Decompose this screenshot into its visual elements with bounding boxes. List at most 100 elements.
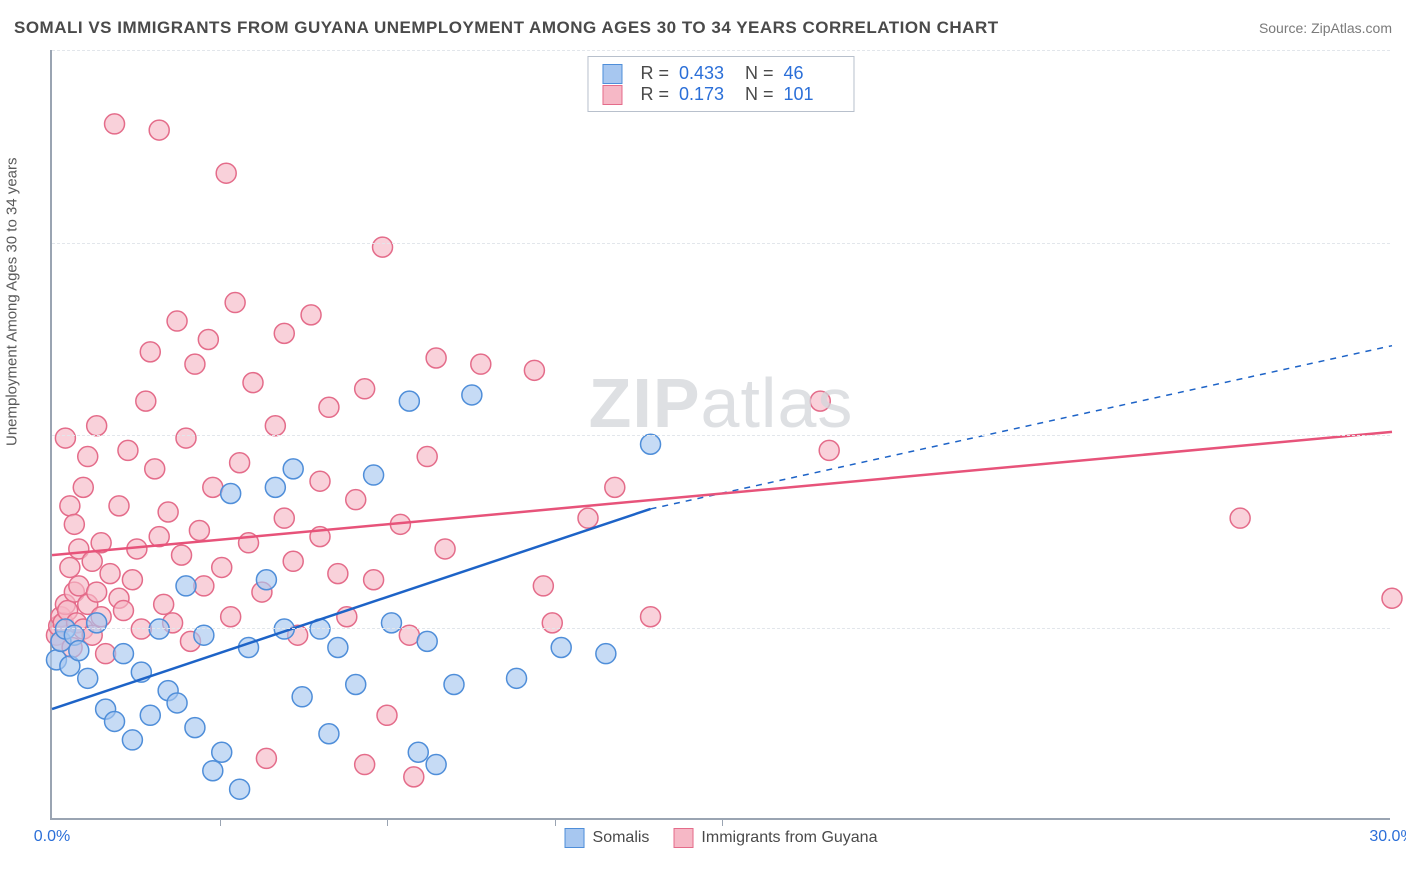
- scatter-point: [328, 638, 348, 658]
- scatter-point: [319, 724, 339, 744]
- scatter-point: [542, 613, 562, 633]
- scatter-point: [377, 705, 397, 725]
- scatter-point: [82, 551, 102, 571]
- scatter-point: [373, 237, 393, 257]
- scatter-point: [399, 391, 419, 411]
- legend-series-label: Somalis: [593, 829, 650, 846]
- scatter-point: [78, 447, 98, 467]
- scatter-point: [194, 576, 214, 596]
- scatter-point: [641, 607, 661, 627]
- scatter-point: [55, 428, 75, 448]
- scatter-point: [212, 742, 232, 762]
- scatter-point: [256, 748, 276, 768]
- legend-item: Immigrants from Guyana: [673, 828, 877, 848]
- legend-row: R =0.173N =101: [602, 84, 839, 105]
- scatter-point: [78, 668, 98, 688]
- scatter-point: [578, 508, 598, 528]
- scatter-point: [310, 471, 330, 491]
- x-minor-tick: [220, 818, 221, 826]
- x-minor-tick: [387, 818, 388, 826]
- scatter-point: [60, 496, 80, 516]
- x-tick-label: 0.0%: [34, 828, 70, 846]
- scatter-point: [212, 557, 232, 577]
- gridline: [52, 628, 1390, 629]
- scatter-point: [819, 440, 839, 460]
- scatter-point: [96, 644, 116, 664]
- y-tick-label: 25.0%: [1400, 41, 1406, 59]
- scatter-point: [328, 564, 348, 584]
- scatter-point: [109, 496, 129, 516]
- chart-title: SOMALI VS IMMIGRANTS FROM GUYANA UNEMPLO…: [14, 18, 999, 38]
- scatter-point: [158, 502, 178, 522]
- scatter-point: [149, 120, 169, 140]
- legend-swatch: [602, 64, 622, 84]
- legend-row: R =0.433N =46: [602, 63, 839, 84]
- y-axis-label: Unemployment Among Ages 30 to 34 years: [4, 157, 21, 446]
- scatter-point: [408, 742, 428, 762]
- scatter-point: [100, 564, 120, 584]
- scatter-point: [346, 674, 366, 694]
- y-tick-label: 12.5%: [1400, 426, 1406, 444]
- scatter-point: [185, 354, 205, 374]
- legend-series-label: Immigrants from Guyana: [701, 829, 877, 846]
- scatter-point: [810, 391, 830, 411]
- scatter-point: [381, 613, 401, 633]
- trend-line: [52, 432, 1392, 555]
- scatter-point: [167, 693, 187, 713]
- x-minor-tick: [555, 818, 556, 826]
- scatter-point: [641, 434, 661, 454]
- scatter-point: [426, 755, 446, 775]
- gridline: [52, 435, 1390, 436]
- scatter-point: [136, 391, 156, 411]
- legend-swatch: [602, 85, 622, 105]
- scatter-point: [596, 644, 616, 664]
- scatter-point: [533, 576, 553, 596]
- scatter-point: [243, 373, 263, 393]
- legend-item: Somalis: [565, 828, 650, 848]
- scatter-point: [64, 514, 84, 534]
- x-minor-tick: [722, 818, 723, 826]
- scatter-point: [140, 342, 160, 362]
- scatter-point: [355, 755, 375, 775]
- scatter-point: [355, 379, 375, 399]
- scatter-point: [185, 718, 205, 738]
- scatter-point: [149, 619, 169, 639]
- scatter-point: [283, 551, 303, 571]
- scatter-point: [292, 687, 312, 707]
- scatter-point: [189, 520, 209, 540]
- scatter-point: [122, 570, 142, 590]
- scatter-point: [256, 570, 276, 590]
- scatter-point: [122, 730, 142, 750]
- scatter-point: [105, 114, 125, 134]
- scatter-point: [69, 576, 89, 596]
- y-tick-label: 18.8%: [1400, 234, 1406, 252]
- scatter-point: [113, 644, 133, 664]
- scatter-point: [507, 668, 527, 688]
- scatter-point: [87, 613, 107, 633]
- scatter-point: [154, 594, 174, 614]
- scatter-point: [435, 539, 455, 559]
- legend-swatch: [673, 828, 693, 848]
- legend-r-label: R =: [640, 84, 669, 105]
- scatter-point: [172, 545, 192, 565]
- scatter-point: [551, 638, 571, 658]
- scatter-point: [145, 459, 165, 479]
- gridline: [52, 243, 1390, 244]
- legend-n-value: 46: [784, 63, 840, 84]
- scatter-point: [216, 163, 236, 183]
- legend-r-value: 0.433: [679, 63, 735, 84]
- scatter-point: [105, 711, 125, 731]
- legend-n-label: N =: [745, 63, 774, 84]
- scatter-point: [176, 576, 196, 596]
- scatter-point: [265, 416, 285, 436]
- scatter-point: [167, 311, 187, 331]
- scatter-point: [426, 348, 446, 368]
- scatter-point: [221, 484, 241, 504]
- correlation-legend: R = 0.433 N = 46R =0.173N =101: [587, 56, 854, 112]
- scatter-point: [605, 477, 625, 497]
- series-legend: Somalis Immigrants from Guyana: [565, 828, 878, 848]
- scatter-point: [444, 674, 464, 694]
- trend-line-extrapolated: [651, 346, 1392, 509]
- scatter-point: [87, 416, 107, 436]
- scatter-point: [364, 570, 384, 590]
